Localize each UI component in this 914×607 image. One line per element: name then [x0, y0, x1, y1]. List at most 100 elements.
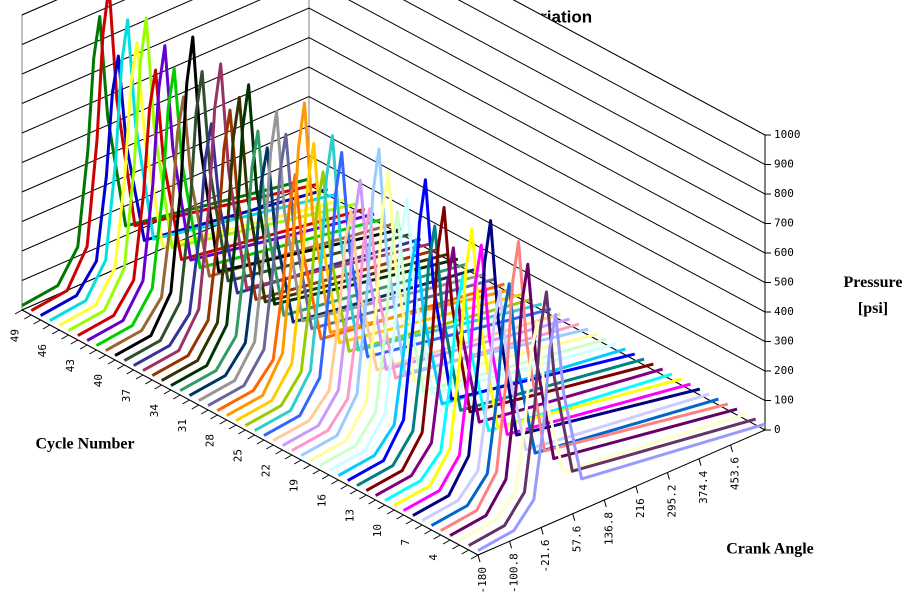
category-tick [33, 319, 41, 325]
series-line [253, 134, 543, 432]
category-tick [368, 499, 376, 505]
series-line [346, 178, 636, 482]
x-tick-label: 216 [634, 498, 647, 518]
category-axis-title: Cycle Number [35, 436, 134, 453]
category-tick [377, 504, 386, 510]
category-tick [266, 444, 274, 450]
series-line [49, 18, 338, 322]
category-tick [70, 339, 79, 345]
y-tick-label: 500 [774, 276, 794, 289]
category-tick [172, 394, 181, 400]
category-tick-label: 10 [371, 524, 384, 537]
series-line [449, 262, 738, 537]
category-tick [117, 364, 125, 370]
y-tick-label: 300 [774, 335, 794, 348]
x-tick [509, 541, 513, 549]
category-tick [349, 489, 358, 495]
category-tick [238, 429, 246, 435]
y-tick-label: 800 [774, 187, 794, 200]
category-tick [452, 544, 460, 550]
series-line [105, 95, 394, 352]
y-tick-label: 1000 [774, 128, 801, 141]
series-line [328, 197, 617, 472]
x-tick-label: -21.6 [539, 540, 552, 573]
x-axis-title: Crank Angle [726, 541, 814, 558]
series-line [300, 147, 589, 457]
series-line [477, 313, 766, 552]
category-tick [126, 369, 134, 375]
y-tick-label: 100 [774, 394, 794, 407]
series-line [412, 219, 701, 517]
x-tick [603, 499, 607, 508]
series-line [179, 129, 468, 392]
category-tick [396, 514, 404, 520]
series-line [393, 226, 682, 507]
x-tick [635, 486, 639, 494]
category-tick-label: 46 [36, 344, 49, 357]
category-tick-label: 19 [287, 479, 300, 492]
category-tick [331, 479, 339, 485]
series-line [272, 209, 561, 442]
series-line [467, 290, 757, 547]
grid-line [21, 125, 766, 372]
category-tick-label: 43 [64, 359, 77, 372]
series-line [384, 274, 673, 502]
series-line [226, 101, 515, 417]
series-line [374, 246, 664, 497]
series-line [123, 70, 412, 362]
category-tick [191, 404, 200, 410]
category-tick-label: 16 [315, 494, 328, 507]
series-line [365, 205, 654, 492]
series-line [440, 240, 729, 532]
category-tick [461, 549, 469, 555]
category-tick [247, 434, 255, 440]
category-tick [414, 524, 423, 530]
series-line [319, 210, 608, 467]
category-tick [340, 484, 348, 490]
x-tick-label: 295.2 [665, 485, 678, 518]
series-line [21, 15, 310, 307]
category-tick [24, 314, 32, 320]
category-tick [293, 459, 302, 465]
series-line [160, 95, 449, 382]
x-tick [666, 472, 670, 480]
series-line [337, 238, 626, 477]
category-tick-label: 4 [427, 554, 440, 561]
category-tick-label: 22 [260, 464, 273, 477]
category-tick-label: 31 [176, 419, 189, 432]
category-tick [228, 424, 237, 430]
x-tick-label: 453.6 [729, 457, 742, 490]
series-line [132, 122, 422, 367]
category-tick [284, 454, 293, 460]
category-tick [424, 529, 432, 535]
x-tick-label: -180 [476, 567, 489, 594]
y-tick-label: 900 [774, 158, 794, 171]
series-line [281, 178, 570, 447]
category-tick [79, 344, 88, 350]
x-tick-label: 57.6 [571, 526, 584, 553]
x-tick [540, 527, 544, 535]
category-tick [405, 519, 414, 525]
category-tick [256, 439, 265, 445]
grid-line [21, 0, 766, 165]
y-tick-label: 200 [774, 364, 794, 377]
category-tick [321, 474, 330, 480]
series-line [77, 68, 366, 337]
category-tick [89, 349, 97, 355]
category-tick [312, 469, 321, 475]
category-tick-label: 37 [120, 389, 133, 402]
category-tick [14, 309, 23, 315]
category-tick [386, 509, 395, 515]
x-tick [730, 444, 734, 453]
series-line [309, 170, 598, 462]
y-axis-title: Pressure [psi] [843, 274, 903, 317]
series-line [30, 0, 319, 312]
category-tick [275, 449, 283, 455]
category-tick [107, 359, 116, 365]
category-tick [359, 494, 367, 500]
x-tick [477, 554, 481, 563]
category-tick [145, 379, 153, 385]
series-line [421, 289, 710, 522]
